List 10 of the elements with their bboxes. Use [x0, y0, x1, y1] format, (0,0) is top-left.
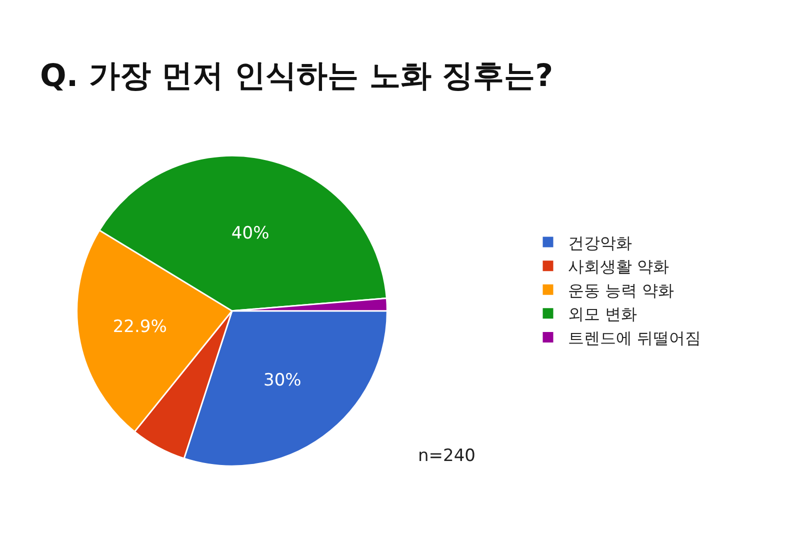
- text: n=240: [418, 446, 476, 466]
- legend-label: 트렌드에 뒤떨어짐: [568, 328, 702, 348]
- chart-title: Q. 가장 먼저 인식하는 노화 징후는?: [40, 58, 554, 94]
- legend-label: 외모 변화: [568, 304, 638, 324]
- data-label: 40%: [231, 223, 270, 244]
- legend-label: 사회생활 약화: [568, 257, 670, 276]
- data-label: 22.9%: [112, 316, 167, 337]
- data-label: 30%: [264, 370, 302, 390]
- legend-label: 건강악화: [568, 233, 632, 252]
- legend-label: 운동 능력 약화: [568, 280, 674, 300]
